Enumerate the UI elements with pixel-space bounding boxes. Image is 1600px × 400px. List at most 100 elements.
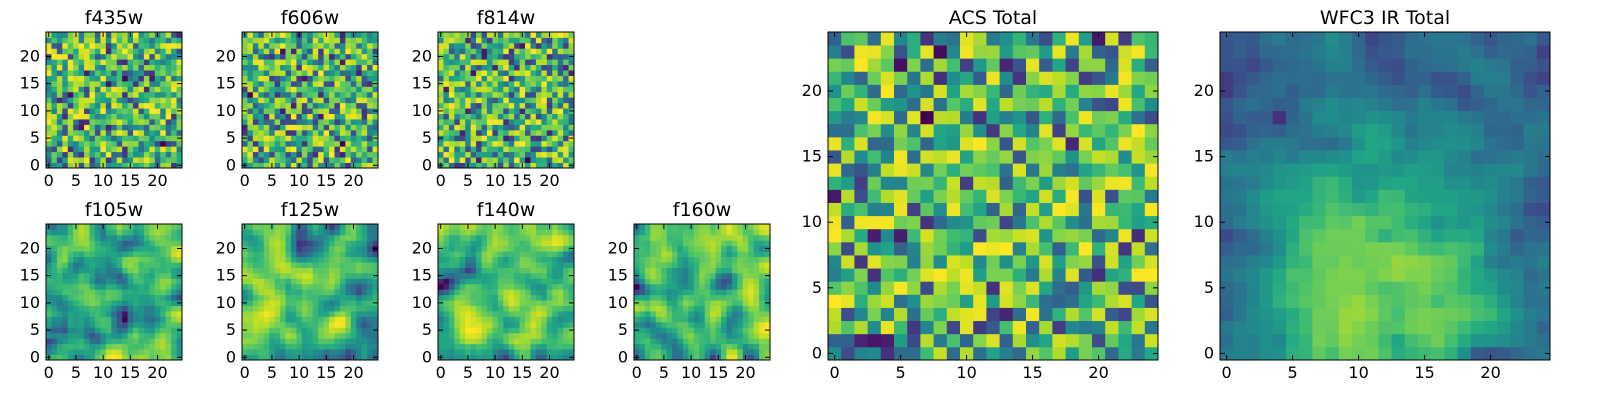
heatmap-cell (634, 343, 640, 350)
heatmap-cell (1078, 176, 1093, 190)
heatmap-cell (318, 53, 324, 60)
heatmap-cell (960, 333, 974, 348)
heatmap-cell (307, 129, 314, 136)
heatmap-cell (682, 294, 689, 301)
heatmap-cell (84, 113, 90, 120)
heatmap-cell (514, 354, 520, 361)
heatmap-cell (301, 240, 308, 247)
heatmap-cell (448, 272, 455, 279)
heatmap-cell (323, 151, 330, 158)
heatmap-cell (51, 229, 58, 236)
heatmap-cell (519, 332, 526, 339)
heatmap-cell (301, 37, 308, 44)
heatmap-cell (329, 267, 335, 274)
heatmap-cell (448, 48, 455, 55)
heatmap-cell (269, 64, 276, 71)
heatmap-cell (67, 256, 74, 263)
heatmap-cell (894, 294, 908, 308)
heatmap-cell (247, 224, 254, 230)
heatmap-cell (312, 343, 319, 350)
heatmap-cell (530, 53, 537, 60)
heatmap-cell (438, 75, 444, 82)
heatmap-cell (356, 75, 363, 82)
heatmap-cell (301, 305, 308, 312)
heatmap-cell (307, 321, 314, 328)
heatmap-cell (78, 64, 85, 71)
heatmap-cell (323, 311, 330, 317)
heatmap-cell (307, 300, 314, 306)
heatmap-cell (78, 91, 85, 98)
heatmap-cell (454, 224, 461, 230)
heatmap-cell (56, 321, 63, 328)
heatmap-cell (242, 343, 248, 350)
heatmap-cell (339, 146, 346, 153)
heatmap-cell (639, 343, 646, 350)
heatmap-cell (122, 283, 128, 290)
heatmap-cell (470, 129, 477, 136)
heatmap-cell (661, 283, 668, 290)
heatmap-cell (258, 267, 265, 274)
heatmap-cell (339, 32, 346, 38)
heatmap-cell (307, 91, 314, 98)
heatmap-cell (154, 97, 161, 104)
heatmap-cell (122, 146, 128, 153)
heatmap-cell (753, 245, 760, 252)
heatmap-cell (650, 229, 657, 236)
heatmap-cell (274, 151, 281, 158)
heatmap-cell (497, 32, 504, 38)
heatmap-cell (454, 289, 461, 296)
heatmap-cell (470, 267, 477, 274)
heatmap-cell (552, 151, 559, 158)
heatmap-cell (258, 70, 265, 76)
heatmap-cell (497, 251, 504, 258)
heatmap-cell (62, 86, 69, 93)
heatmap-cell (116, 97, 123, 104)
heatmap-cell (960, 346, 974, 361)
heatmap-cell (481, 262, 488, 268)
heatmap-cell (731, 332, 738, 339)
heatmap-cell (486, 97, 493, 104)
heatmap-cell (731, 311, 738, 317)
heatmap-cell (481, 64, 488, 71)
heatmap-cell (486, 119, 493, 125)
heatmap-cell (285, 64, 292, 71)
heatmap-cell (759, 229, 765, 236)
heatmap-cell (290, 234, 297, 241)
heatmap-cell (67, 53, 74, 60)
heatmap-cell (84, 48, 90, 55)
heatmap-cell (323, 278, 330, 285)
heatmap-cell (759, 234, 765, 241)
heatmap-cell (634, 338, 640, 345)
heatmap-cell (138, 32, 145, 38)
heatmap-cell (274, 305, 281, 312)
heatmap-cell (149, 256, 156, 263)
heatmap-cell (312, 70, 319, 76)
heatmap-cell (258, 64, 265, 71)
heatmap-cell (748, 245, 755, 252)
heatmap-cell (323, 343, 330, 350)
heatmap-cell (710, 332, 716, 339)
heatmap-cell (438, 91, 444, 98)
heatmap-cell (116, 234, 123, 241)
heatmap-cells (634, 224, 771, 361)
heatmap-cell (894, 281, 908, 295)
heatmap-cell (470, 321, 477, 328)
heatmap-cell (535, 316, 542, 323)
heatmap-cell (127, 75, 134, 82)
heatmap-cell (541, 91, 548, 98)
heatmap-cell (345, 262, 352, 268)
heatmap-cell (247, 256, 254, 263)
heatmap-cell (535, 349, 542, 355)
heatmap-cell (274, 32, 281, 38)
heatmap-cell (367, 48, 373, 55)
heatmap-cell (530, 240, 537, 247)
heatmap-cell (143, 267, 150, 274)
heatmap-cell (525, 86, 531, 93)
heatmap-cell (290, 321, 297, 328)
heatmap-cell (519, 113, 526, 120)
heatmap-cell (247, 283, 254, 290)
heatmap-cell (454, 151, 461, 158)
heatmap-cell (154, 129, 161, 136)
heatmap-cell (1039, 268, 1053, 282)
heatmap-cell (100, 311, 107, 317)
